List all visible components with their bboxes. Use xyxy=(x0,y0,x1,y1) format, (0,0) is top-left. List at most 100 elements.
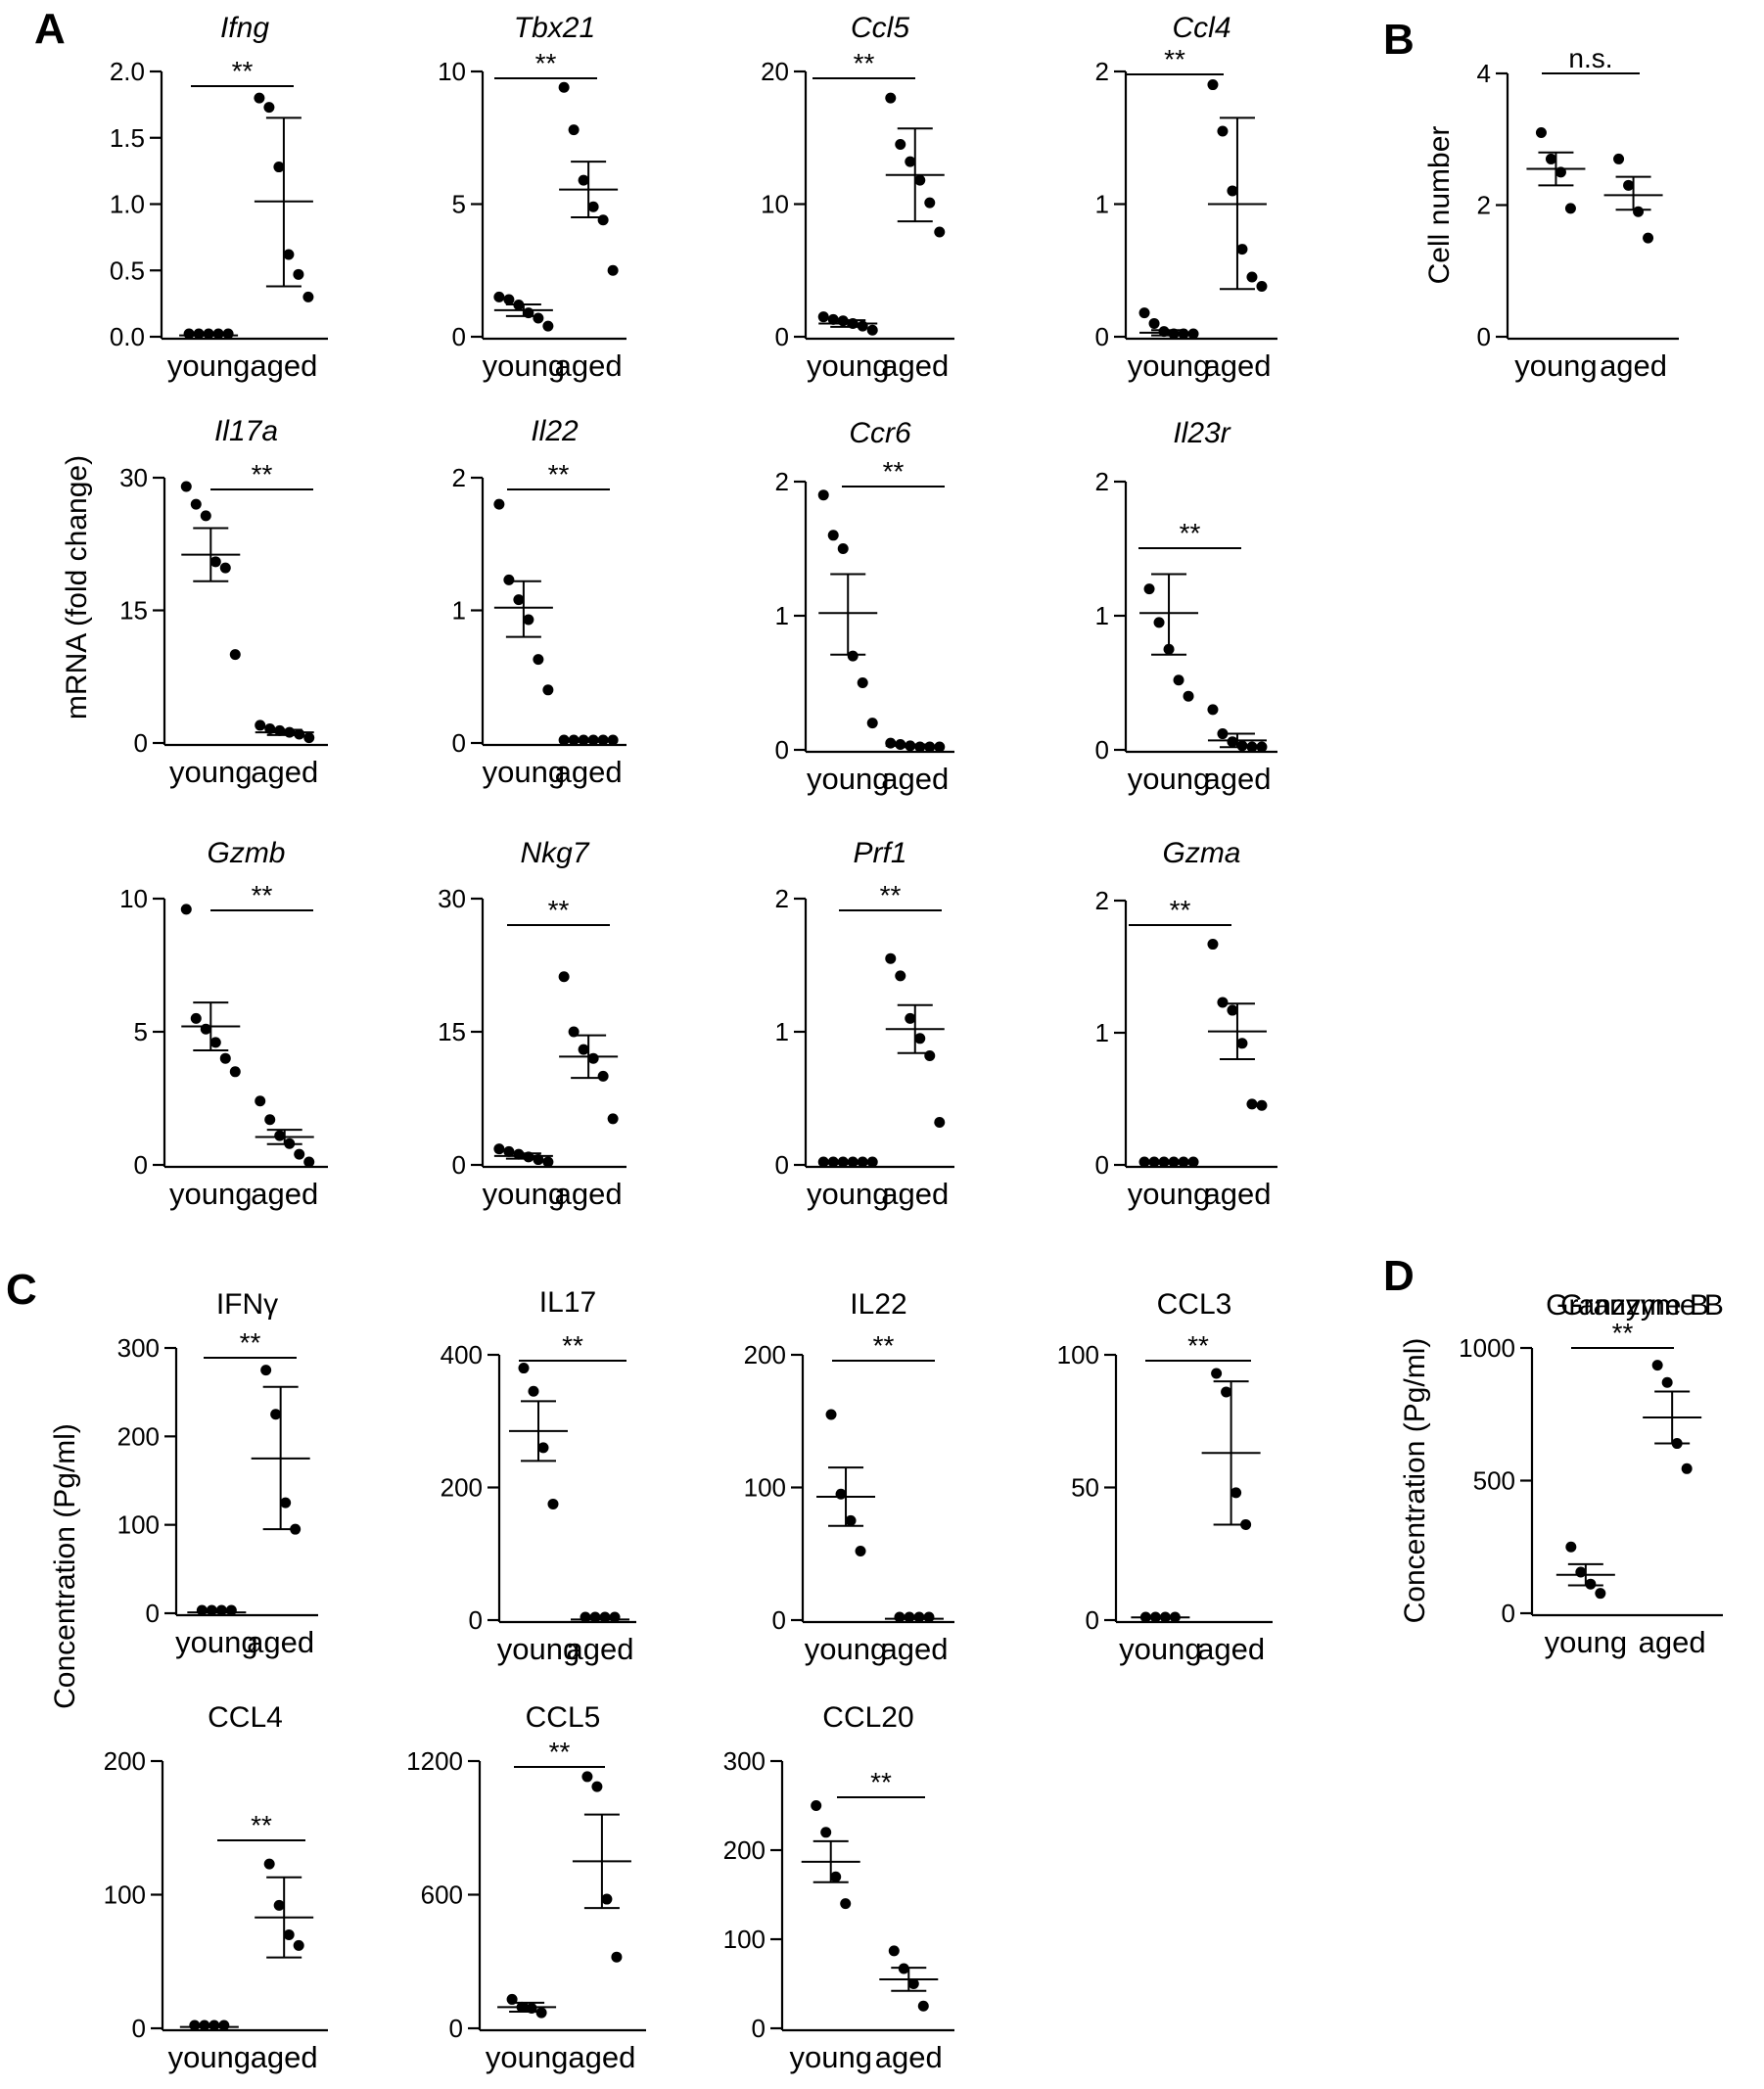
data-point xyxy=(1149,1611,1161,1623)
data-point xyxy=(209,2019,220,2031)
y-tick-label: 2 xyxy=(1477,191,1491,220)
y-tick-label: 1000 xyxy=(1459,1333,1515,1363)
data-point xyxy=(1671,1438,1683,1450)
data-point xyxy=(847,1156,859,1168)
data-point xyxy=(516,2001,528,2013)
x-category-label-young: young xyxy=(807,762,889,796)
data-point xyxy=(209,556,221,568)
data-point xyxy=(523,307,534,319)
data-point xyxy=(581,1771,593,1783)
data-point xyxy=(290,1523,302,1535)
significance-label: ** xyxy=(1180,518,1201,548)
y-tick-label: 100 xyxy=(1057,1340,1099,1369)
data-point xyxy=(597,734,609,746)
data-point xyxy=(1211,1368,1223,1379)
chart-title: IL17 xyxy=(539,1286,596,1319)
data-point xyxy=(913,1611,925,1623)
y-tick-label: 2 xyxy=(1095,467,1109,496)
series-young xyxy=(493,1143,554,1168)
data-point xyxy=(1575,1566,1587,1578)
series-young xyxy=(1138,1156,1199,1168)
x-category-label-aged: aged xyxy=(251,2040,318,2074)
data-point xyxy=(229,649,241,661)
data-point xyxy=(1158,326,1170,338)
data-point xyxy=(1168,1156,1180,1168)
data-point xyxy=(1246,741,1258,753)
y-tick-label: 5 xyxy=(452,190,466,219)
series-young xyxy=(493,291,554,332)
y-tick-label: 300 xyxy=(117,1333,160,1363)
data-point xyxy=(898,1963,909,1974)
y-tick-label: 1 xyxy=(1095,1018,1109,1047)
data-point xyxy=(294,728,305,740)
x-category-label-aged: aged xyxy=(1197,1632,1265,1666)
data-point xyxy=(1217,728,1229,740)
data-point xyxy=(493,291,505,302)
data-point xyxy=(225,1604,237,1616)
y-tick-label: 1 xyxy=(775,1017,789,1046)
y-axis-label: Concentration (Pg/ml) xyxy=(1399,1338,1431,1624)
series-young xyxy=(1138,307,1199,340)
chart-title: Granzyme B xyxy=(1560,1289,1724,1322)
data-point xyxy=(894,1611,905,1623)
data-point xyxy=(283,1928,295,1940)
data-point xyxy=(1565,1541,1577,1553)
x-category-label-young: young xyxy=(497,1632,580,1666)
data-point xyxy=(215,1604,227,1616)
data-point xyxy=(1535,127,1547,139)
x-category-label-young: young xyxy=(483,1177,565,1211)
data-point xyxy=(888,1945,900,1957)
series-aged xyxy=(255,1095,315,1168)
data-point xyxy=(200,1023,211,1035)
series-young xyxy=(817,489,878,729)
y-tick-label: 100 xyxy=(723,1925,766,1954)
x-category-label-young: young xyxy=(805,1632,887,1666)
x-category-label-young: young xyxy=(1128,348,1210,383)
panel-label-c: C xyxy=(6,1266,37,1314)
y-tick-label: 2 xyxy=(775,467,789,496)
data-point xyxy=(578,1044,589,1055)
data-point xyxy=(895,739,906,751)
data-point xyxy=(273,1899,285,1911)
x-category-label-aged: aged xyxy=(555,1177,623,1211)
y-tick-label: 0 xyxy=(452,728,466,758)
data-point xyxy=(1207,79,1219,91)
data-point xyxy=(254,92,265,104)
data-point xyxy=(1183,690,1194,702)
data-point xyxy=(578,734,589,746)
data-point xyxy=(607,734,619,746)
data-point xyxy=(302,291,314,302)
x-category-label-aged: aged xyxy=(568,2040,635,2074)
series-aged xyxy=(879,1945,939,2012)
data-point xyxy=(895,139,906,151)
data-point xyxy=(837,315,849,327)
y-tick-label: 200 xyxy=(117,1421,160,1451)
chart-ccl5: 0 600 1200 young aged CCL5** xyxy=(406,1701,646,2074)
data-point xyxy=(1207,939,1219,951)
data-point xyxy=(923,1611,935,1623)
data-point xyxy=(1240,1518,1252,1530)
data-point xyxy=(825,1409,837,1420)
data-point xyxy=(1555,166,1566,178)
chart-title: CCL3 xyxy=(1157,1288,1232,1321)
y-tick-label: 0 xyxy=(452,1150,466,1180)
data-point xyxy=(1227,736,1238,748)
series-young xyxy=(187,1604,247,1616)
data-point xyxy=(1256,1099,1268,1111)
data-point xyxy=(578,174,589,186)
data-point xyxy=(817,311,829,323)
significance-label: ** xyxy=(549,1737,571,1767)
x-category-label-aged: aged xyxy=(555,348,623,383)
data-point xyxy=(518,1363,530,1374)
significance-label: ** xyxy=(240,1327,261,1358)
data-point xyxy=(219,1052,231,1064)
series-young xyxy=(180,904,241,1078)
panel-label-d: D xyxy=(1383,1252,1415,1300)
y-tick-label: 50 xyxy=(1071,1473,1099,1503)
series-aged xyxy=(1643,1360,1702,1474)
data-point xyxy=(1227,185,1238,197)
x-category-label-young: young xyxy=(486,2040,568,2074)
data-point xyxy=(568,1026,580,1038)
x-category-label-young: young xyxy=(807,348,889,383)
